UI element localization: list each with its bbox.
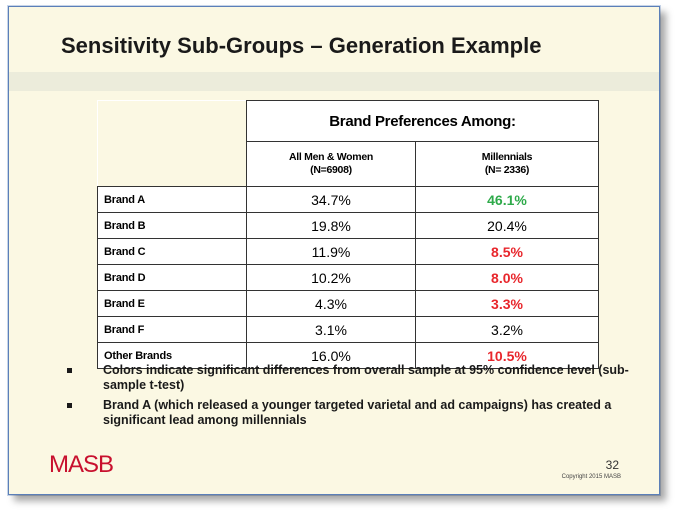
brand-label: Brand B [97,212,247,239]
value-millennials: 46.1% [415,186,599,213]
column-header-all-n: (N=6908) [310,164,352,176]
brand-label: Brand F [97,316,247,343]
column-header-all-name: All Men & Women [289,151,373,163]
table-row: Brand B 19.8% 20.4% [97,212,599,239]
brand-preferences-table: Brand Preferences Among: All Men & Women… [97,100,599,369]
table-row: Brand F 3.1% 3.2% [97,316,599,343]
note-item: Colors indicate significant differences … [67,363,637,393]
table-row: Brand E 4.3% 3.3% [97,290,599,317]
column-header-millennials-n: (N= 2336) [484,164,530,176]
copyright-text: Copyright 2015 MASB [561,474,621,480]
brand-label: Brand E [97,290,247,317]
value-all: 11.9% [246,238,416,265]
value-all: 34.7% [246,186,416,213]
table-row: Brand A 34.7% 46.1% [97,186,599,213]
value-all: 10.2% [246,264,416,291]
page-number: 32 [605,458,619,472]
slide-title: Sensitivity Sub-Groups – Generation Exam… [61,33,542,58]
group-header: Brand Preferences Among: [246,100,599,142]
table-column-header-row: All Men & Women (N=6908) Millennials (N=… [98,141,599,187]
value-all: 19.8% [246,212,416,239]
value-all: 16.0% [246,342,416,369]
column-header-millennials: Millennials (N= 2336) [415,141,599,187]
table-row: Brand D 10.2% 8.0% [97,264,599,291]
masb-logo: MASB [49,451,114,478]
slide: Sensitivity Sub-Groups – Generation Exam… [8,6,660,495]
value-all: 3.1% [246,316,416,343]
column-header-all: All Men & Women (N=6908) [246,141,416,187]
value-millennials: 8.5% [415,238,599,265]
brand-label: Other Brands [97,342,247,369]
table-corner-blank [97,100,247,187]
value-all: 4.3% [246,290,416,317]
title-divider-band [9,72,659,91]
notes-list: Colors indicate significant differences … [67,363,637,433]
value-millennials: 8.0% [415,264,599,291]
table-row: Other Brands 16.0% 10.5% [97,342,599,369]
brand-label: Brand C [97,238,247,265]
value-millennials: 3.3% [415,290,599,317]
table-group-header-row: Brand Preferences Among: [97,100,599,187]
value-millennials: 10.5% [415,342,599,369]
brand-label: Brand A [97,186,247,213]
note-item: Brand A (which released a younger target… [67,398,637,428]
value-millennials: 3.2% [415,316,599,343]
value-millennials: 20.4% [415,212,599,239]
brand-label: Brand D [97,264,247,291]
column-header-millennials-name: Millennials [481,151,533,163]
table-row: Brand C 11.9% 8.5% [97,238,599,265]
